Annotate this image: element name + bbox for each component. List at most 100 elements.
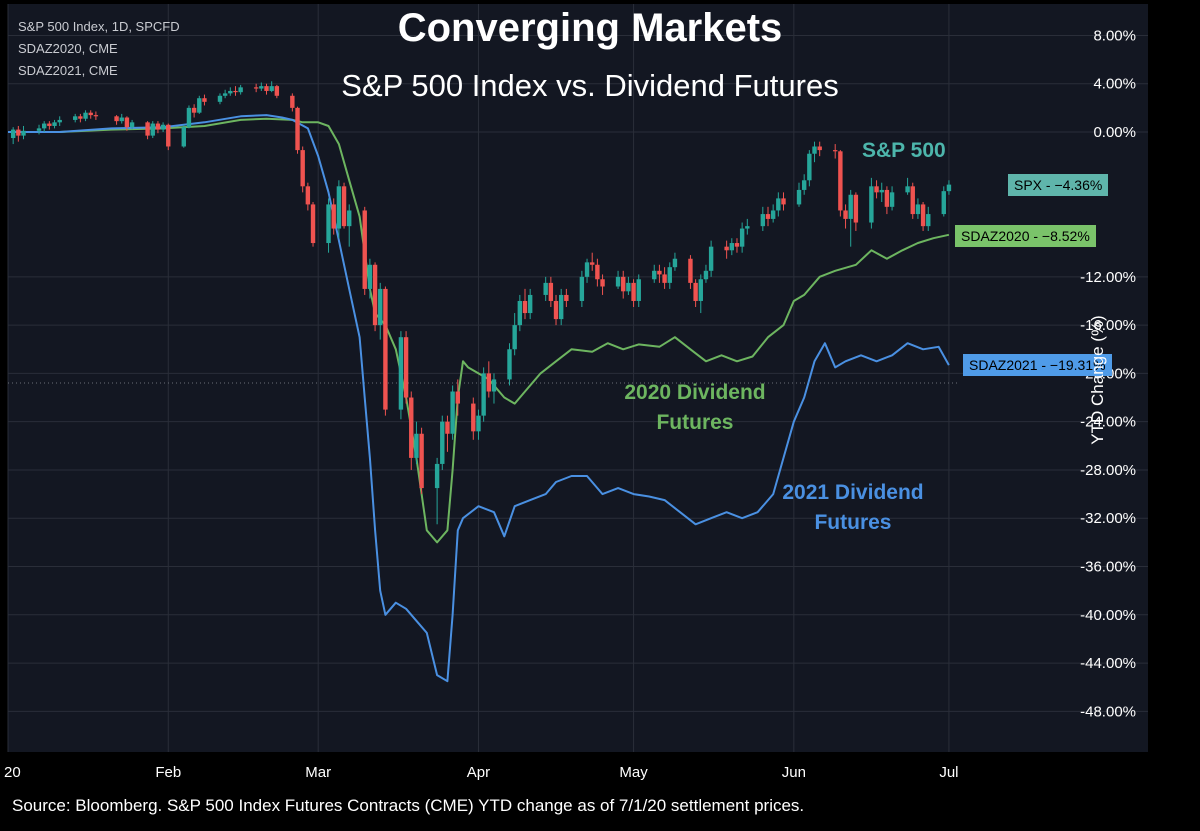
- candle: [507, 343, 512, 386]
- candle: [93, 111, 99, 120]
- candle-body: [300, 150, 305, 187]
- candle: [636, 274, 641, 308]
- candle: [367, 258, 373, 299]
- candle-body: [274, 86, 280, 96]
- candle-body: [776, 198, 781, 211]
- annotation-sp500: S&P 500: [862, 139, 946, 162]
- y-tick-label: -12.00%: [1080, 269, 1136, 286]
- candle: [662, 267, 667, 289]
- candle: [600, 274, 605, 295]
- candle-body: [269, 86, 274, 91]
- candle-body: [817, 146, 822, 151]
- candle: [838, 150, 843, 217]
- x-tick-label: Jun: [782, 764, 806, 781]
- y-tick-label: -36.00%: [1080, 559, 1136, 576]
- candle-body: [579, 276, 585, 301]
- candle: [481, 367, 486, 422]
- candle: [708, 240, 714, 277]
- candle: [698, 274, 703, 314]
- candle-body: [801, 180, 807, 190]
- candle-body: [708, 246, 714, 271]
- candle-body: [486, 373, 492, 392]
- candle: [688, 255, 693, 289]
- candle: [558, 288, 564, 326]
- candle-body: [889, 192, 895, 207]
- candle: [197, 95, 202, 114]
- candle-body: [290, 95, 295, 108]
- candle: [807, 150, 812, 187]
- candle-body: [481, 373, 486, 416]
- x-tick-label: Apr: [467, 764, 490, 781]
- candle: [517, 294, 523, 332]
- candle: [274, 84, 280, 99]
- candle-body: [631, 282, 636, 301]
- candle-body: [564, 294, 569, 301]
- candle: [553, 294, 559, 326]
- candle-body: [915, 204, 921, 215]
- spx-candles: [10, 81, 952, 525]
- candle: [471, 397, 476, 440]
- candle: [765, 206, 771, 227]
- candle-body: [341, 186, 347, 227]
- candle-body: [920, 204, 926, 227]
- candle: [889, 186, 895, 211]
- candle-body: [378, 288, 383, 326]
- annotation-2021-dividend: 2021 Dividend Futures: [758, 478, 948, 538]
- candle: [73, 113, 78, 123]
- candle-body: [765, 214, 771, 219]
- candle: [734, 238, 740, 253]
- candle-body: [145, 122, 150, 136]
- candle: [129, 119, 135, 130]
- candle-body: [833, 150, 838, 152]
- candle: [238, 84, 243, 95]
- candle-body: [553, 300, 559, 320]
- candle: [305, 182, 311, 211]
- candle: [264, 83, 269, 95]
- x-tick-label: Mar: [305, 764, 331, 781]
- candle-body: [491, 379, 497, 392]
- candle-body: [233, 90, 238, 93]
- y-tick-label: -24.00%: [1080, 414, 1136, 431]
- candle: [615, 270, 621, 289]
- candle: [657, 264, 662, 283]
- candle-body: [615, 276, 621, 287]
- series-line-sdaz2021: [8, 114, 950, 683]
- candle: [848, 189, 853, 247]
- candle-body: [398, 337, 404, 410]
- candle: [869, 177, 874, 229]
- candle: [414, 421, 419, 464]
- x-tick-label: May: [619, 764, 648, 781]
- candle: [874, 180, 879, 199]
- candle-body: [264, 86, 269, 91]
- candle: [160, 122, 166, 132]
- candle: [548, 276, 554, 308]
- candle-body: [724, 246, 729, 251]
- y-axis-ticks: 8.00%4.00%0.00%-12.00%-16.00%-20.00%-24.…: [1080, 27, 1136, 720]
- candle: [228, 87, 233, 96]
- chart-title: Converging Markets: [397, 6, 783, 50]
- candle-body: [83, 112, 88, 119]
- candle-body: [119, 117, 124, 122]
- candle-body: [543, 282, 548, 295]
- candle-body: [879, 189, 884, 193]
- candle-body: [693, 282, 698, 301]
- annotation-2020-dividend: 2020 Dividend Futures: [600, 378, 790, 438]
- candle: [796, 182, 802, 207]
- candle-body: [259, 86, 264, 89]
- candle-body: [367, 264, 373, 289]
- candle-body: [941, 191, 946, 215]
- candle: [217, 93, 223, 105]
- candle: [41, 121, 47, 132]
- candle: [584, 258, 590, 283]
- candle-body: [88, 112, 93, 116]
- annotation-2021-line1: 2021 Dividend: [782, 481, 924, 504]
- symbol-header-spx: S&P 500 Index, 1D, SPCFD: [18, 19, 180, 34]
- candle: [253, 83, 259, 93]
- series-line-sdaz2020: [8, 117, 950, 544]
- candle-body: [729, 243, 734, 251]
- candle-body: [807, 153, 812, 181]
- y-tick-label: -32.00%: [1080, 510, 1136, 527]
- candle-body: [558, 294, 564, 320]
- candle: [724, 240, 729, 259]
- candle-body: [698, 279, 703, 301]
